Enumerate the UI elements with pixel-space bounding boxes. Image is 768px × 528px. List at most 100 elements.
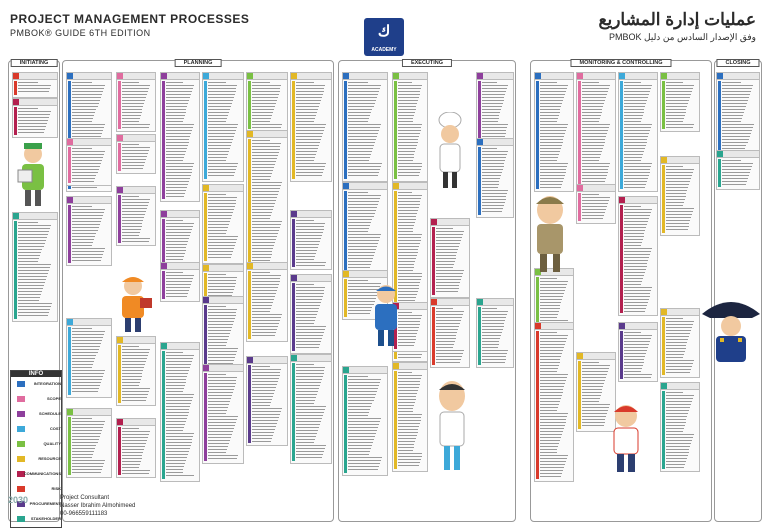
process-card	[66, 138, 112, 186]
process-number-badge	[535, 323, 541, 329]
process-card	[290, 274, 332, 354]
process-card-header	[619, 197, 657, 204]
process-color-bar	[578, 361, 581, 429]
process-text-lines	[540, 82, 570, 189]
process-text-lines	[436, 308, 466, 365]
process-number-badge	[431, 299, 437, 305]
phase-closing: CLOSING	[714, 59, 762, 522]
process-text-lines	[666, 82, 696, 129]
character-mechanic	[375, 285, 397, 346]
process-color-bar	[578, 81, 581, 189]
process-number-badge	[393, 183, 399, 189]
process-color-bar	[662, 391, 665, 469]
process-card-header	[577, 353, 615, 360]
process-color-bar	[162, 219, 165, 267]
poster-title: PROJECT MANAGEMENT PROCESSES	[10, 12, 250, 26]
process-card-header	[393, 183, 427, 190]
process-number-badge	[247, 73, 253, 79]
author-info: Project Consultant Nasser Ibrahim Almohi…	[60, 494, 135, 518]
process-card-header	[619, 73, 657, 80]
process-card-header	[67, 139, 111, 146]
process-number-badge	[67, 139, 73, 145]
info-row: RESOURCE	[11, 452, 61, 467]
process-color-bar	[478, 147, 481, 215]
process-card-header	[117, 73, 155, 80]
process-card-header	[247, 357, 287, 364]
process-card	[116, 72, 156, 132]
process-card-header	[343, 73, 387, 80]
process-text-lines	[666, 392, 696, 469]
process-card	[290, 354, 332, 464]
process-card-header	[477, 73, 513, 80]
knowledge-area-name: SCHEDULE	[38, 411, 61, 416]
process-color-bar	[204, 273, 207, 311]
process-color-bar	[68, 417, 71, 475]
process-color-bar	[204, 193, 207, 261]
knowledge-area-name: COMMUNICATIONS	[23, 471, 61, 476]
process-card	[534, 322, 574, 482]
phase-label-executing: EXECUTING	[401, 59, 453, 67]
process-color-bar	[292, 363, 295, 461]
knowledge-area-name: RESOURCE	[38, 456, 61, 461]
process-card	[392, 362, 428, 472]
process-color-bar	[536, 81, 539, 189]
info-row: SCHEDULE	[11, 407, 61, 422]
process-number-badge	[661, 157, 667, 163]
process-color-bar	[118, 345, 121, 403]
process-color-bar	[204, 305, 207, 383]
process-text-lines	[722, 160, 756, 187]
process-text-lines	[166, 82, 196, 199]
info-title: INFO	[11, 371, 61, 377]
vision-2030-logo: 2030	[8, 495, 29, 505]
process-card-header	[577, 185, 615, 192]
process-number-badge	[161, 263, 167, 269]
poster-subtitle-arabic: وفق الإصدار السادس من دليل PMBOK	[609, 32, 756, 42]
process-card-header	[13, 99, 57, 106]
process-color-bar	[248, 271, 251, 339]
phase-label-initiating: INITIATING	[10, 59, 58, 67]
process-color-bar	[162, 271, 165, 299]
author-phone: 00-966559111183	[60, 511, 108, 517]
process-text-lines	[436, 228, 466, 295]
process-color-bar	[662, 317, 665, 375]
process-card-header	[67, 73, 111, 80]
process-card	[246, 72, 288, 132]
process-card-header	[161, 211, 199, 218]
process-text-lines	[122, 196, 152, 243]
process-color-bar	[118, 143, 121, 171]
process-card	[12, 98, 58, 138]
process-color-bar	[68, 205, 71, 263]
process-card	[534, 72, 574, 192]
process-color-bar	[204, 81, 207, 179]
info-legend: INFO INTEGRATION SCOPE SCHEDULE COST QUALITY…	[10, 370, 62, 528]
info-row: PROCUREMENT	[11, 497, 61, 512]
phase-planning: PLANNING	[62, 59, 334, 522]
process-color-bar	[394, 191, 397, 359]
process-text-lines	[624, 332, 654, 379]
knowledge-area-name: STAKEHOLDER	[30, 516, 61, 521]
knowledge-area-name: QUALITY	[43, 441, 61, 446]
knowledge-area-swatch	[17, 396, 25, 402]
info-row: COMMUNICATIONS	[11, 467, 61, 482]
process-text-lines	[252, 366, 284, 443]
process-number-badge	[717, 151, 723, 157]
process-number-badge	[619, 197, 625, 203]
knowledge-area-swatch	[17, 411, 25, 417]
process-number-badge	[13, 99, 19, 105]
process-text-lines	[540, 332, 570, 479]
process-text-lines	[252, 82, 284, 129]
process-card-header	[535, 323, 573, 330]
process-color-bar	[718, 81, 721, 169]
knowledge-area-swatch	[17, 441, 25, 447]
phase-initiating: INITIATING	[8, 59, 60, 522]
process-text-lines	[166, 220, 196, 267]
process-card	[160, 342, 200, 482]
process-number-badge	[577, 73, 583, 79]
process-text-lines	[582, 194, 612, 221]
process-color-bar	[68, 147, 71, 183]
process-number-badge	[343, 183, 349, 189]
process-card-header	[67, 319, 111, 326]
process-text-lines	[398, 372, 424, 469]
process-text-lines	[296, 364, 328, 461]
process-card-header	[477, 299, 513, 306]
